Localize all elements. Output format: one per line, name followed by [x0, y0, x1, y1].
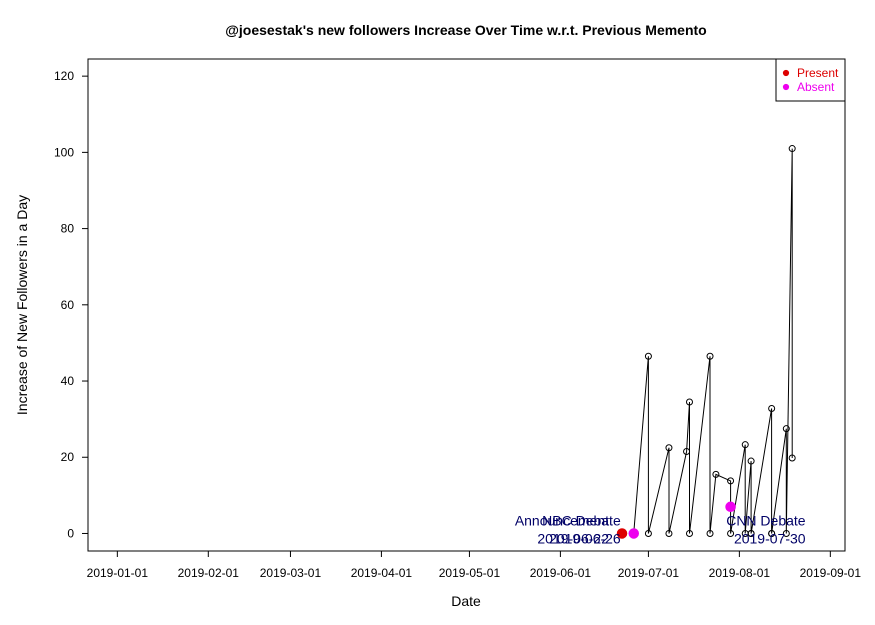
data-point — [665, 529, 673, 537]
data-point — [685, 398, 693, 406]
y-axis: 0 20 40 60 80 100 120 — [54, 69, 89, 540]
data-point — [768, 404, 776, 412]
annotation-date: 2019-07-30 — [734, 530, 806, 546]
y-tick-label: 0 — [67, 526, 74, 540]
annotation-layer: Announcement 2019-06-22 NBC Debate 2019-06-… — [515, 512, 806, 546]
legend-marker — [782, 83, 790, 91]
data-point — [665, 444, 673, 452]
legend-marker — [782, 69, 790, 77]
x-tick-label: 2019-08-01 — [709, 566, 771, 580]
legend-box — [775, 58, 846, 102]
data-point — [727, 529, 735, 537]
plot-frame — [87, 58, 846, 552]
data-point — [741, 441, 749, 449]
data-point — [706, 529, 714, 537]
data-point — [683, 448, 691, 456]
data-point — [644, 529, 652, 537]
series-line — [633, 148, 793, 534]
y-tick-label: 120 — [54, 69, 74, 83]
data-point — [747, 457, 755, 465]
x-axis-label: Date — [451, 593, 481, 609]
x-tick-label: 2019-09-01 — [800, 566, 862, 580]
data-point — [788, 145, 796, 153]
annotation-label: NBC Debate — [542, 512, 621, 528]
y-tick-label: 40 — [61, 374, 75, 388]
annotation-label: CNN Debate — [726, 512, 806, 528]
data-point — [782, 529, 790, 537]
legend-label: Absent — [797, 80, 835, 94]
y-tick-label: 60 — [61, 298, 75, 312]
y-axis-label: Increase of New Followers in a Day — [14, 195, 30, 415]
data-point — [685, 529, 693, 537]
chart-title: @joesestak's new followers Increase Over… — [225, 22, 707, 38]
x-tick-label: 2019-01-01 — [87, 566, 149, 580]
annotation-date: 2019-06-26 — [549, 530, 621, 546]
x-tick-label: 2019-07-01 — [618, 566, 680, 580]
marker-absent — [628, 528, 639, 539]
x-tick-label: 2019-06-01 — [530, 566, 592, 580]
annotation-date: 2019-06-22 — [537, 530, 609, 546]
x-tick-label: 2019-05-01 — [439, 566, 501, 580]
data-point — [788, 454, 796, 462]
data-point — [712, 470, 720, 478]
x-tick-label: 2019-04-01 — [351, 566, 413, 580]
data-point — [768, 529, 776, 537]
legend-label: Present — [797, 66, 839, 80]
marker-layer — [616, 501, 736, 539]
marker-absent — [725, 501, 736, 513]
data-point — [706, 352, 714, 360]
series-layer — [630, 145, 796, 537]
x-tick-label: 2019-03-01 — [260, 566, 322, 580]
data-point — [747, 529, 755, 537]
x-tick-label: 2019-02-01 — [178, 566, 240, 580]
annotation-label: Announcement — [515, 512, 609, 528]
y-tick-label: 20 — [61, 450, 75, 464]
x-axis: 2019-01-01 2019-02-01 2019-03-01 2019-04-01… — [87, 550, 862, 580]
marker-present — [616, 528, 628, 539]
data-point — [644, 352, 652, 360]
data-point — [782, 425, 790, 433]
y-tick-label: 80 — [61, 222, 75, 236]
y-tick-label: 100 — [54, 145, 74, 159]
data-point — [727, 477, 735, 485]
